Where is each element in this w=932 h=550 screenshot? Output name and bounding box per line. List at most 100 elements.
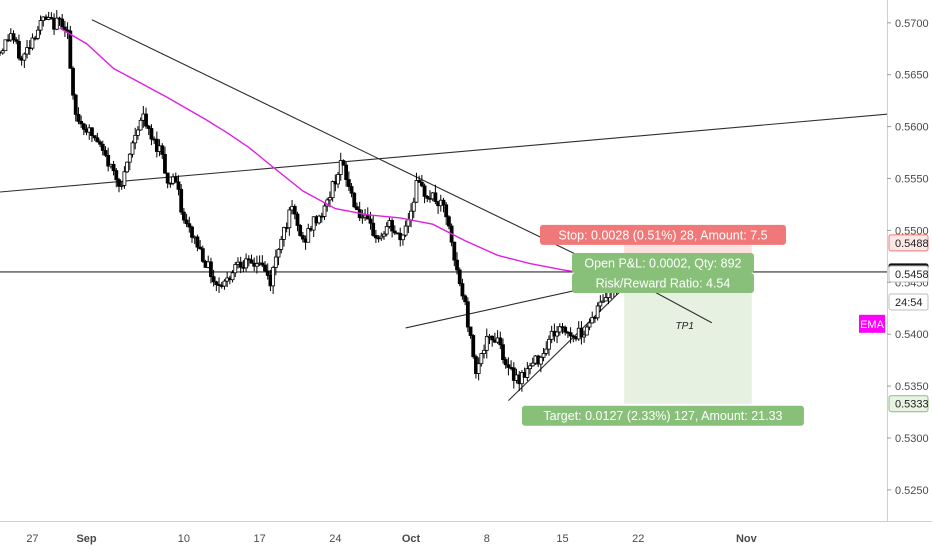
candle-body bbox=[76, 113, 81, 122]
tp-label: TP1 bbox=[676, 321, 694, 332]
candle-body bbox=[349, 186, 354, 194]
candle-body bbox=[409, 210, 413, 221]
candle-body bbox=[344, 164, 349, 181]
candle-body bbox=[352, 192, 357, 208]
candle-body bbox=[414, 180, 419, 203]
candle-body bbox=[230, 272, 235, 281]
candle-body bbox=[81, 123, 86, 130]
candle-body bbox=[154, 138, 159, 152]
x-tick-label: 17 bbox=[253, 533, 265, 545]
candle-body bbox=[598, 301, 603, 307]
candle-body bbox=[63, 26, 67, 31]
candle-body bbox=[300, 235, 305, 240]
candle-body bbox=[90, 127, 94, 136]
x-tick-label: 27 bbox=[26, 533, 38, 545]
candle-body bbox=[528, 365, 532, 370]
candle-body bbox=[547, 338, 551, 350]
candle-body bbox=[103, 150, 108, 156]
candle-body bbox=[244, 258, 248, 269]
candle-body bbox=[17, 40, 21, 59]
candle-body bbox=[328, 197, 332, 201]
candle-body bbox=[425, 196, 430, 199]
position-labels: TP1TP2Stop: 0.0028 (0.51%) 28, Amount: 7… bbox=[521, 224, 804, 426]
candle-body bbox=[336, 174, 340, 185]
x-tick-label: 10 bbox=[178, 533, 190, 545]
candle-body bbox=[471, 335, 476, 357]
candle-body bbox=[30, 37, 35, 49]
candle-body bbox=[233, 264, 238, 274]
candle-body bbox=[490, 335, 495, 341]
candle-body bbox=[544, 348, 549, 354]
pnl-label bbox=[571, 252, 754, 273]
candle-body bbox=[133, 134, 138, 144]
candle-body bbox=[60, 18, 65, 28]
candle-body bbox=[403, 225, 408, 236]
candle-body bbox=[603, 297, 608, 302]
candle-body bbox=[100, 143, 105, 151]
ema-badge-label: EMA bbox=[860, 319, 885, 331]
candle-body bbox=[444, 204, 449, 218]
price-tag-label: 24:54 bbox=[895, 297, 923, 309]
candle-body bbox=[384, 226, 389, 235]
price-tag-label: 0.5458 bbox=[895, 269, 929, 281]
price-tag-timer bbox=[888, 293, 929, 311]
y-tick-label: 0.5350 bbox=[895, 381, 929, 393]
candle-body bbox=[149, 128, 154, 140]
candle-body bbox=[601, 300, 605, 303]
candle-body bbox=[279, 238, 284, 250]
candle-body bbox=[3, 39, 8, 52]
y-tick-label: 0.5600 bbox=[895, 122, 929, 134]
stop-label bbox=[539, 224, 786, 245]
candle-body bbox=[106, 154, 111, 167]
candle-body bbox=[111, 163, 116, 172]
candle-body bbox=[468, 326, 473, 336]
candle-body bbox=[463, 295, 468, 303]
candle-body bbox=[476, 363, 481, 374]
candle-body bbox=[582, 334, 587, 338]
candle-body bbox=[117, 179, 121, 187]
trendline[interactable] bbox=[91, 19, 611, 272]
candle-body bbox=[401, 234, 405, 241]
candle-body bbox=[465, 301, 470, 328]
y-tick-label: 0.5700 bbox=[895, 18, 929, 30]
candle-body bbox=[114, 170, 119, 181]
price-tag-ema bbox=[888, 265, 929, 283]
candle-body bbox=[411, 201, 416, 212]
candle-body bbox=[54, 17, 59, 30]
candle-body bbox=[311, 216, 316, 231]
y-tick-label: 0.5300 bbox=[895, 433, 929, 445]
y-tick-label: 0.5650 bbox=[895, 70, 929, 82]
candle-body bbox=[136, 129, 140, 136]
candle-body bbox=[390, 220, 395, 232]
candle-body bbox=[455, 259, 459, 271]
candle-body bbox=[22, 53, 27, 61]
ema-badge bbox=[859, 314, 885, 333]
candle-body bbox=[260, 262, 265, 266]
candle-body bbox=[95, 137, 100, 143]
x-tick-label: 24 bbox=[329, 533, 341, 545]
x-tick-label: 8 bbox=[484, 533, 490, 545]
candle-body bbox=[214, 281, 219, 285]
candle-body bbox=[457, 269, 462, 285]
candle-body bbox=[541, 352, 546, 358]
ema-line bbox=[59, 27, 628, 276]
candle-body bbox=[282, 227, 286, 240]
target-zone bbox=[624, 273, 752, 404]
trendline[interactable] bbox=[0, 113, 888, 193]
candle-body bbox=[452, 241, 457, 261]
candle-body bbox=[590, 316, 595, 324]
candle-body bbox=[146, 125, 151, 129]
candle-body bbox=[209, 261, 213, 278]
candle-body bbox=[419, 181, 424, 187]
candle-body bbox=[501, 344, 505, 360]
target-label-text: Target: 0.0127 (2.33%) 127, Amount: 21.3… bbox=[543, 409, 782, 423]
candle-body bbox=[360, 216, 365, 219]
candle-body bbox=[71, 67, 75, 96]
candle-body bbox=[176, 181, 181, 190]
candle-body bbox=[11, 33, 16, 41]
price-tag-target bbox=[888, 395, 929, 413]
candle-body bbox=[287, 209, 292, 229]
candle-body bbox=[65, 29, 70, 32]
